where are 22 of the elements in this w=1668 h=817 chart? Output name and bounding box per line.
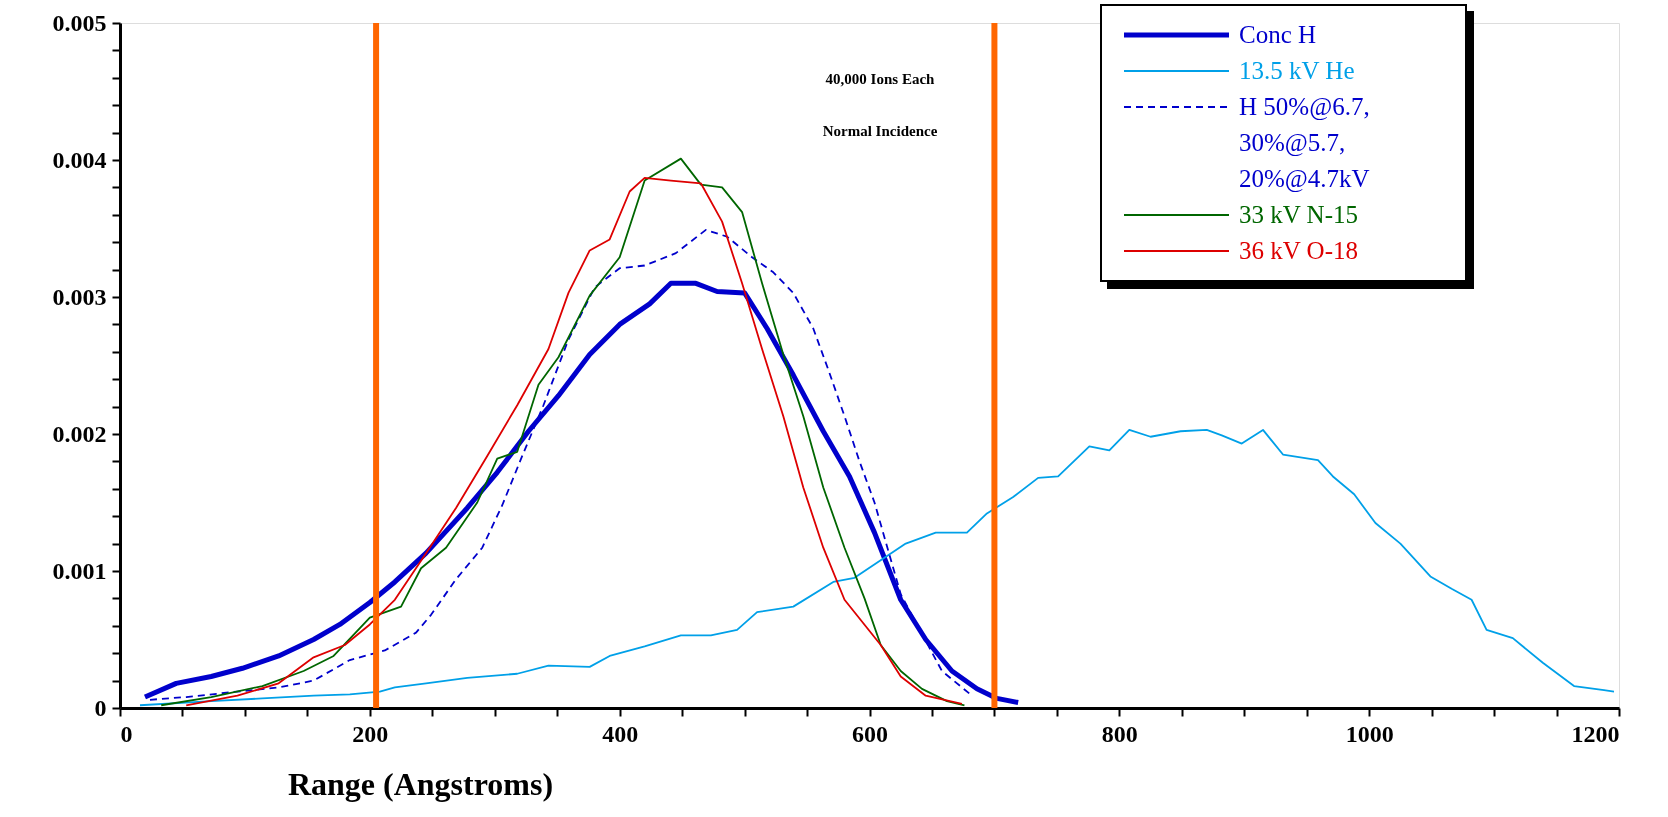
legend-label: 33 kV N-15	[1239, 201, 1358, 228]
x-tick-label: 400	[602, 720, 639, 747]
x-tick-label: 200	[352, 720, 389, 747]
x-tick-label: 1200	[1571, 720, 1620, 747]
y-tick-label: 0.002	[52, 420, 107, 447]
y-tick-label: 0	[94, 694, 107, 721]
legend-label: H 50%@6.7, 30%@5.7, 20%@4.7kV	[1239, 93, 1370, 193]
legend-label: 13.5 kV He	[1239, 57, 1355, 84]
y-tick-label: 0.005	[52, 9, 107, 36]
y-tick-label: 0.001	[52, 557, 107, 584]
annotation: Normal Incidence	[822, 123, 938, 139]
line-series	[139, 428, 1615, 707]
x-tick-label: 1000	[1345, 720, 1394, 747]
x-tick-label: 800	[1101, 720, 1138, 747]
x-tick-label: 0	[120, 720, 133, 747]
legend-label: Conc H	[1239, 21, 1317, 48]
y-tick-label: 0.003	[52, 283, 107, 310]
x-tick-label: 600	[852, 720, 888, 747]
y-tick-label: 0.004	[52, 146, 107, 173]
annotation: 40,000 Ions Each	[825, 71, 936, 87]
legend-label: 36 kV O-18	[1239, 237, 1358, 264]
x-axis-title: Range (Angstroms)	[287, 765, 554, 802]
